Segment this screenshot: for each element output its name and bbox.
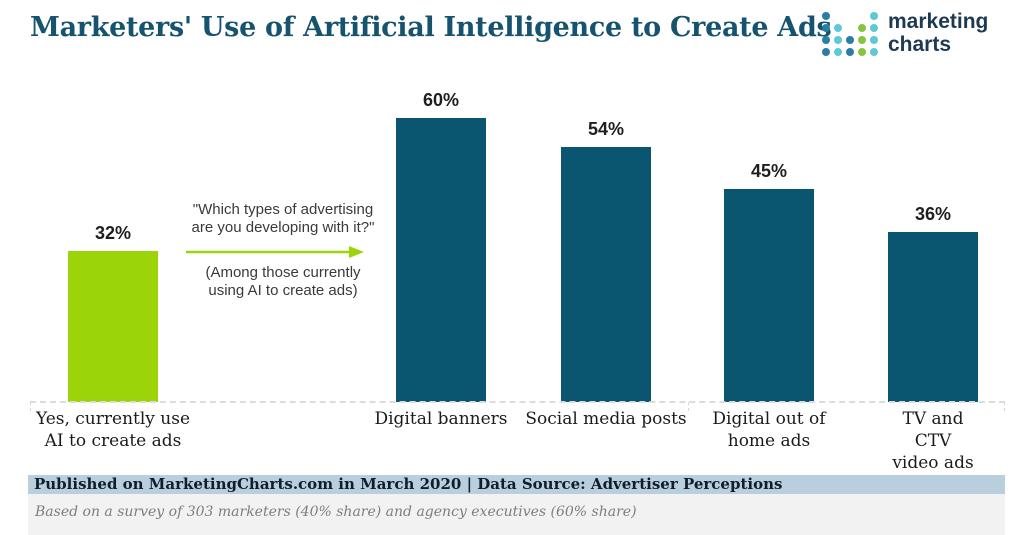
source-banner: Published on MarketingCharts.com in Marc… [28,475,1005,494]
bar-group-tv-ctv-video: 36% [888,204,978,402]
bar-rect [561,147,651,402]
bar-group-social-media-posts: 54% [561,119,651,402]
bar-rect [724,189,814,402]
value-label: 36% [914,204,952,224]
category-label: Social media posts [525,409,687,429]
bar-rect [68,251,158,402]
annotation-question: "Which types of advertising are you deve… [191,201,375,236]
value-label: 60% [422,90,460,110]
value-label: 54% [587,119,625,139]
category-label: Yes, currently use AI to create ads [35,409,191,452]
value-label: 32% [94,223,132,243]
right-arrow-icon [186,244,364,260]
annotation-subnote: (Among those currently using AI to creat… [205,264,361,299]
axis-tick [1004,402,1005,411]
page-title: Marketers' Use of Artificial Intelligenc… [30,12,832,43]
category-label: Digital out of home ads [712,409,826,452]
axis-baseline [30,401,1005,403]
bar-group-digital-out-of-home: 45% [724,161,814,402]
bar-rect [396,118,486,402]
category-label: TV and CTV video ads [892,409,974,474]
bar-group-yes-use-ai: 32% [68,223,158,402]
footnote-area: Based on a survey of 303 marketers (40% … [28,494,1005,535]
category-label: Digital banners [374,409,508,429]
axis-tick [30,402,31,411]
axis-tick [688,402,689,411]
survey-note: Based on a survey of 303 marketers (40% … [35,504,637,520]
marketingcharts-logo: marketing charts [822,10,1012,58]
logo-wordmark: marketing charts [888,10,989,56]
bar-group-digital-banners: 60% [396,90,486,402]
dot-bar-chart-icon [822,12,878,56]
value-label: 45% [750,161,788,181]
bar-rect [888,232,978,402]
